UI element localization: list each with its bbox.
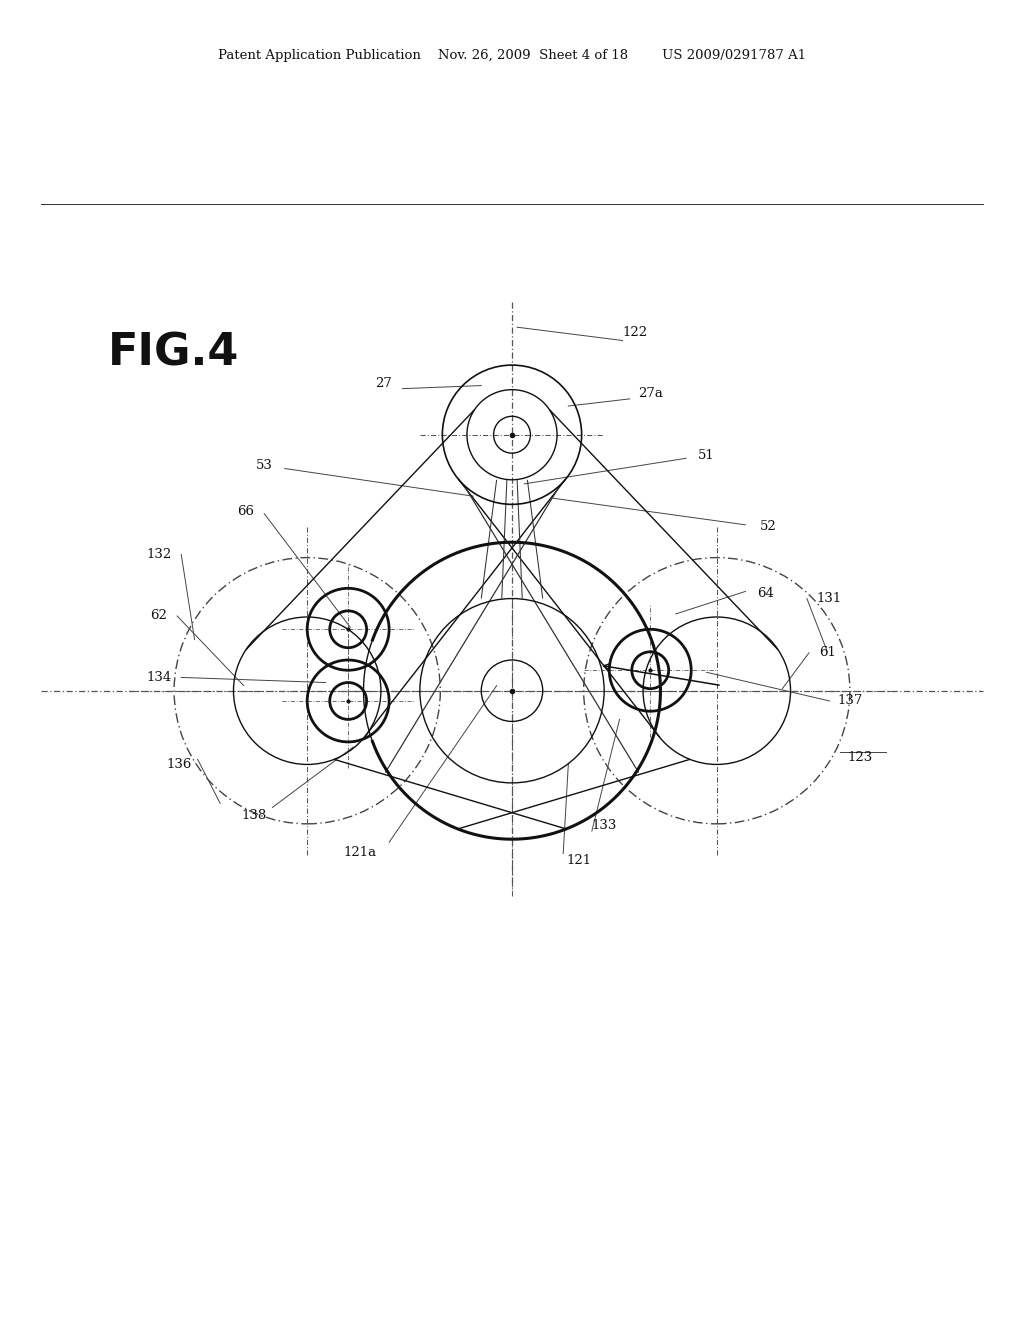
Text: 62: 62 xyxy=(151,610,167,623)
Text: 133: 133 xyxy=(592,820,616,833)
Text: 137: 137 xyxy=(838,694,862,708)
Text: 51: 51 xyxy=(698,449,715,462)
Text: 27: 27 xyxy=(376,378,392,389)
Text: 131: 131 xyxy=(817,593,842,605)
Text: 123: 123 xyxy=(848,751,872,764)
Text: 121a: 121a xyxy=(344,846,377,859)
Text: 136: 136 xyxy=(167,758,191,771)
Text: 52: 52 xyxy=(760,520,776,533)
Text: 134: 134 xyxy=(146,671,171,684)
Text: Patent Application Publication    Nov. 26, 2009  Sheet 4 of 18        US 2009/02: Patent Application Publication Nov. 26, … xyxy=(218,49,806,62)
Text: 66: 66 xyxy=(238,506,254,517)
Text: 138: 138 xyxy=(242,809,266,822)
Text: 27a: 27a xyxy=(638,387,663,400)
Text: 132: 132 xyxy=(146,548,171,561)
Text: 122: 122 xyxy=(623,326,647,339)
Text: 61: 61 xyxy=(819,647,836,659)
Text: 64: 64 xyxy=(758,587,774,599)
Text: 53: 53 xyxy=(256,459,272,473)
Text: FIG.4: FIG.4 xyxy=(108,331,239,375)
Text: 121: 121 xyxy=(566,854,591,867)
